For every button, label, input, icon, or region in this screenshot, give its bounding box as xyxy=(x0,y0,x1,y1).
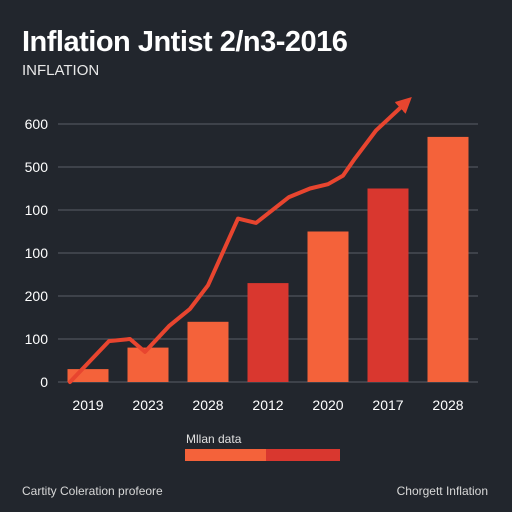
footer-right-text: Chorgett Inflation xyxy=(396,484,488,498)
bar xyxy=(427,136,469,382)
footer-left-text: Cartity Coleration profeore xyxy=(22,484,163,498)
x-tick-label: 2020 xyxy=(312,397,343,413)
y-tick-label: 100 xyxy=(25,331,49,347)
legend-label: Mllan data xyxy=(186,432,242,446)
x-tick-label: 2017 xyxy=(372,397,403,413)
y-tick-label: 0 xyxy=(40,374,48,390)
y-tick-label: 100 xyxy=(25,245,49,261)
legend-swatch xyxy=(185,449,340,461)
bar xyxy=(247,283,289,382)
bar xyxy=(187,321,229,382)
y-tick-label: 500 xyxy=(25,159,49,175)
y-tick-label: 200 xyxy=(25,288,49,304)
bar-layer xyxy=(67,136,469,382)
x-axis-ticks: 2019 2023 2028 2012 2020 2017 2028 xyxy=(72,397,463,413)
y-tick-label: 600 xyxy=(25,116,49,132)
chart-subtitle: INFLATION xyxy=(22,62,100,79)
x-tick-label: 2028 xyxy=(432,397,463,413)
legend-swatch-dark xyxy=(266,449,340,461)
x-tick-label: 2012 xyxy=(252,397,283,413)
x-tick-label: 2019 xyxy=(72,397,103,413)
trend-line xyxy=(68,97,412,384)
bar xyxy=(307,231,349,382)
line-layer xyxy=(68,97,412,384)
bar xyxy=(127,347,169,382)
x-tick-label: 2028 xyxy=(192,397,223,413)
x-tick-label: 2023 xyxy=(132,397,163,413)
bar xyxy=(367,188,409,382)
chart-title: Inflation Jntist 2/n3-2016 xyxy=(22,26,348,58)
legend-swatch-light xyxy=(185,449,266,461)
y-axis-ticks: 0 100 200 100 100 500 600 xyxy=(25,116,49,390)
y-tick-label: 100 xyxy=(25,202,49,218)
